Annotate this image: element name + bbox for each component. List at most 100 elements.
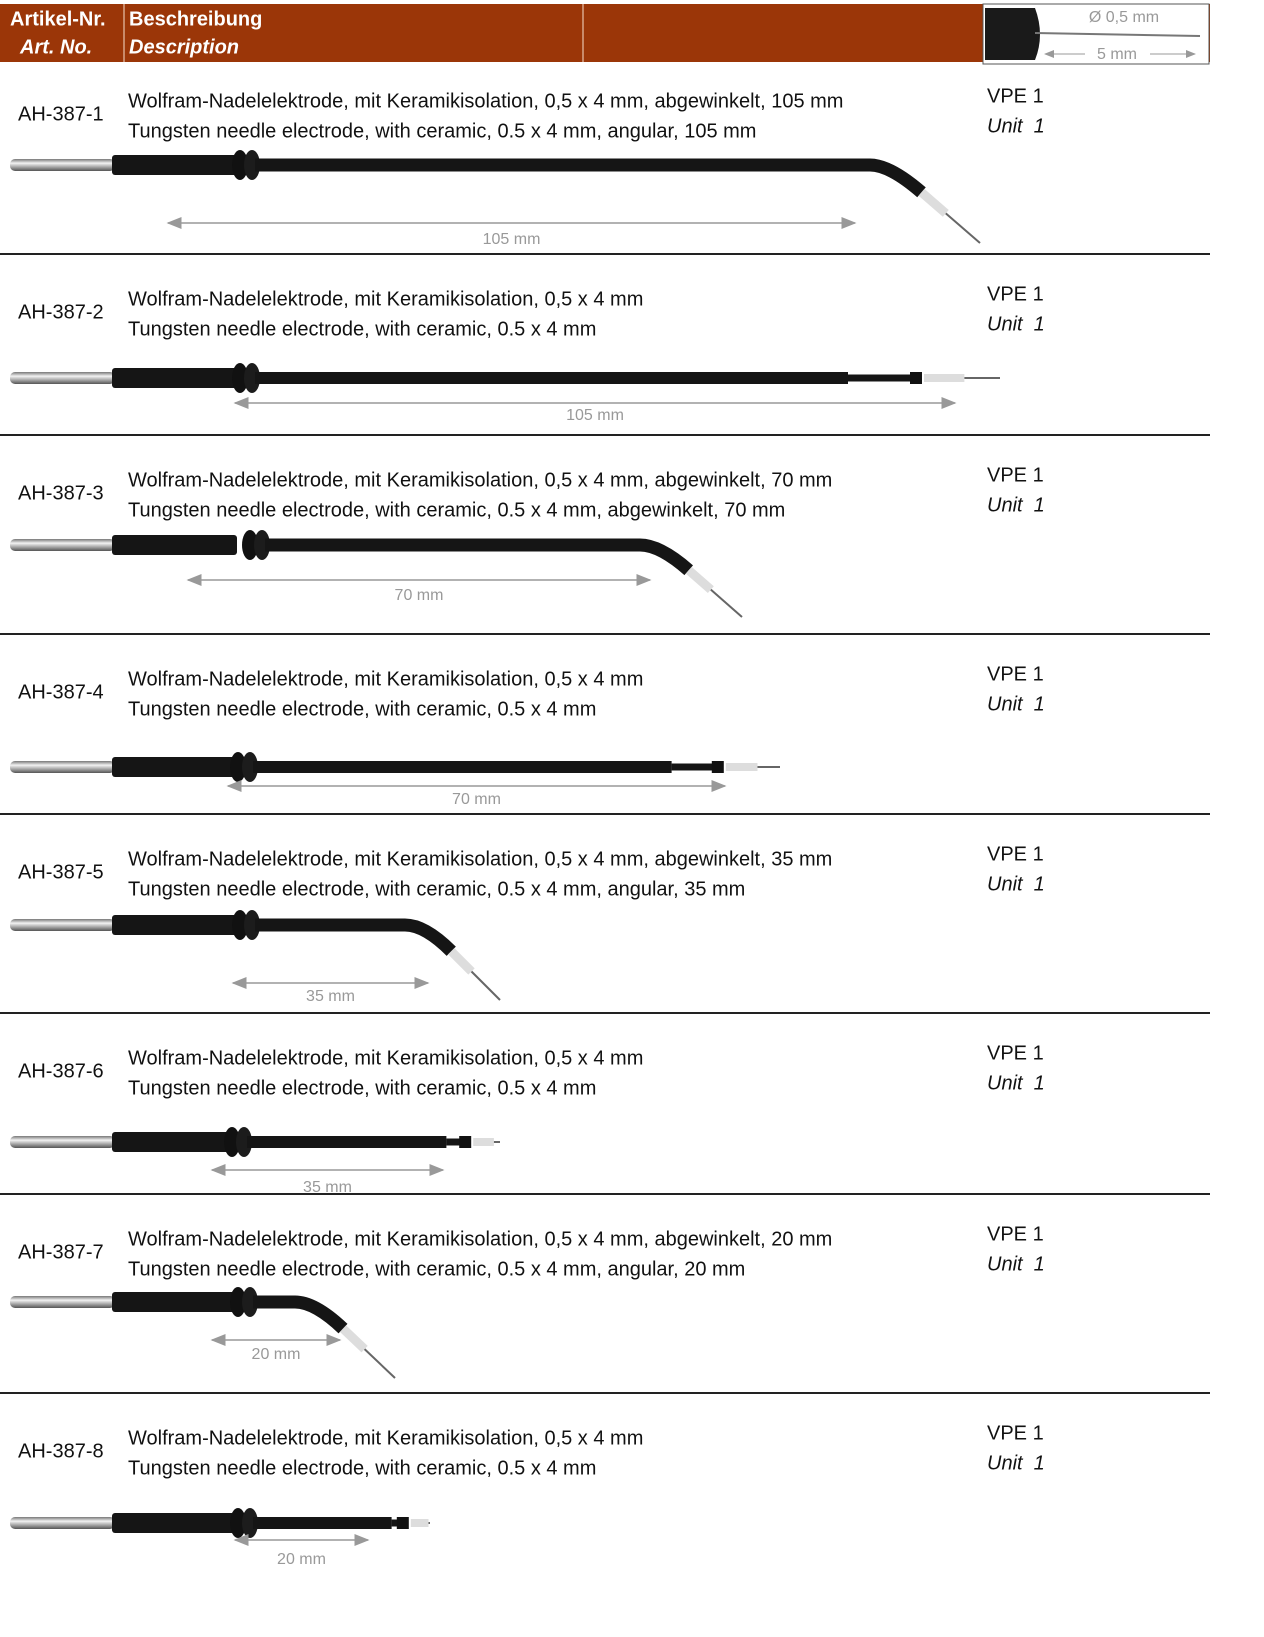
- description-de: Wolfram-Nadelelektrode, mit Keramikisola…: [128, 469, 832, 491]
- electrode-pin: [10, 539, 115, 551]
- packaging-en: Unit 1: [987, 115, 1045, 137]
- header-article: Artikel-Nr.: [10, 8, 106, 30]
- electrode-pin: [10, 1296, 115, 1308]
- article-number: AH-387-7: [18, 1241, 104, 1263]
- packaging-de: VPE 1: [987, 1422, 1044, 1444]
- electrode-ring: [230, 1287, 246, 1317]
- electrode-pin: [10, 372, 115, 384]
- article-number: AH-387-2: [18, 301, 104, 323]
- description-de: Wolfram-Nadelelektrode, mit Keramikisola…: [128, 90, 843, 112]
- packaging-en: Unit 1: [987, 313, 1045, 335]
- dimension-label: 20 mm: [252, 1346, 301, 1363]
- article-number: AH-387-8: [18, 1440, 104, 1462]
- electrode-shaft: [265, 538, 693, 576]
- dimension-label: 70 mm: [452, 791, 501, 808]
- dimension-label: 20 mm: [277, 1551, 326, 1568]
- article-number: AH-387-5: [18, 861, 104, 883]
- electrode-shaft: [255, 158, 926, 198]
- electrode-band: [396, 1517, 409, 1529]
- description-en: Tungsten needle electrode, with ceramic,…: [128, 1077, 596, 1099]
- packaging-de: VPE 1: [987, 85, 1044, 107]
- description-en: Tungsten needle electrode, with ceramic,…: [128, 120, 756, 142]
- electrode-shaft: [255, 918, 456, 956]
- description-en: Tungsten needle electrode, with ceramic,…: [128, 318, 596, 340]
- electrode-ring: [244, 910, 260, 940]
- electrode-band: [711, 761, 724, 773]
- description-de: Wolfram-Nadelelektrode, mit Keramikisola…: [128, 1047, 643, 1069]
- tip-length: 5 mm: [1097, 46, 1137, 63]
- electrode-needle: [945, 212, 981, 244]
- electrode-handle: [112, 535, 237, 555]
- description-en: Tungsten needle electrode, with ceramic,…: [128, 499, 785, 521]
- packaging-de: VPE 1: [987, 464, 1044, 486]
- tip-needle: [1034, 32, 1201, 37]
- electrode-ceramic: [339, 1325, 368, 1353]
- description-en: Tungsten needle electrode, with ceramic,…: [128, 1258, 745, 1280]
- electrode-needle: [363, 1348, 396, 1379]
- electrode-ring: [242, 1287, 258, 1317]
- electrode-ring: [242, 752, 258, 782]
- dimension-label: 105 mm: [566, 407, 624, 424]
- packaging-de: VPE 1: [987, 663, 1044, 685]
- dimension-label: 105 mm: [483, 231, 541, 248]
- electrode-pin: [10, 1517, 115, 1529]
- dimension-label: 70 mm: [395, 587, 444, 604]
- description-de: Wolfram-Nadelelektrode, mit Keramikisola…: [128, 288, 643, 310]
- electrode-ring: [244, 150, 260, 180]
- header-description: Beschreibung: [129, 8, 262, 30]
- electrode-pin: [10, 159, 115, 171]
- article-number: AH-387-1: [18, 103, 104, 125]
- article-number: AH-387-6: [18, 1060, 104, 1082]
- packaging-de: VPE 1: [987, 1042, 1044, 1064]
- electrode-handle: [112, 757, 237, 777]
- electrode-ring: [232, 150, 248, 180]
- electrode-pin: [10, 761, 115, 773]
- electrode-handle: [112, 1292, 237, 1312]
- electrode-needle: [470, 970, 501, 1001]
- electrode-handle: [112, 915, 237, 935]
- article-number: AH-387-4: [18, 681, 104, 703]
- packaging-en: Unit 1: [987, 693, 1045, 715]
- packaging-en: Unit 1: [987, 1452, 1045, 1474]
- description-de: Wolfram-Nadelelektrode, mit Keramikisola…: [128, 1427, 643, 1449]
- electrode-handle: [112, 368, 237, 388]
- dimension-label: 35 mm: [303, 1179, 352, 1196]
- electrode-shaft: [253, 1295, 348, 1334]
- electrode-needle: [710, 588, 743, 618]
- electrode-pin: [10, 1136, 115, 1148]
- packaging-en: Unit 1: [987, 873, 1045, 895]
- header-description-en: Description: [129, 36, 239, 58]
- electrode-ring: [224, 1127, 240, 1157]
- electrode-handle: [112, 1513, 237, 1533]
- description-de: Wolfram-Nadelelektrode, mit Keramikisola…: [128, 848, 832, 870]
- packaging-de: VPE 1: [987, 1223, 1044, 1245]
- description-de: Wolfram-Nadelelektrode, mit Keramikisola…: [128, 668, 643, 690]
- description-de: Wolfram-Nadelelektrode, mit Keramikisola…: [128, 1228, 832, 1250]
- packaging-en: Unit 1: [987, 1072, 1045, 1094]
- electrode-ceramic: [448, 948, 475, 975]
- description-en: Tungsten needle electrode, with ceramic,…: [128, 1457, 596, 1479]
- electrode-ring: [244, 363, 260, 393]
- packaging-en: Unit 1: [987, 1253, 1045, 1275]
- dimension-label: 35 mm: [306, 988, 355, 1005]
- tip-diameter: Ø 0,5 mm: [1089, 9, 1159, 26]
- electrode-band: [910, 372, 922, 384]
- description-en: Tungsten needle electrode, with ceramic,…: [128, 698, 596, 720]
- electrode-handle: [112, 1132, 237, 1152]
- electrode-ceramic: [685, 566, 714, 594]
- electrode-pin: [10, 919, 115, 931]
- electrode-ring: [254, 530, 270, 560]
- electrode-ceramic: [918, 188, 949, 217]
- description-en: Tungsten needle electrode, with ceramic,…: [128, 878, 745, 900]
- electrode-ring: [236, 1127, 252, 1157]
- header-article-en: Art. No.: [19, 36, 92, 58]
- article-number: AH-387-3: [18, 482, 104, 504]
- electrode-band: [459, 1136, 472, 1148]
- packaging-en: Unit 1: [987, 494, 1045, 516]
- tip-handle: [985, 8, 1040, 60]
- electrode-ring: [232, 363, 248, 393]
- packaging-de: VPE 1: [987, 283, 1044, 305]
- electrode-handle: [112, 155, 237, 175]
